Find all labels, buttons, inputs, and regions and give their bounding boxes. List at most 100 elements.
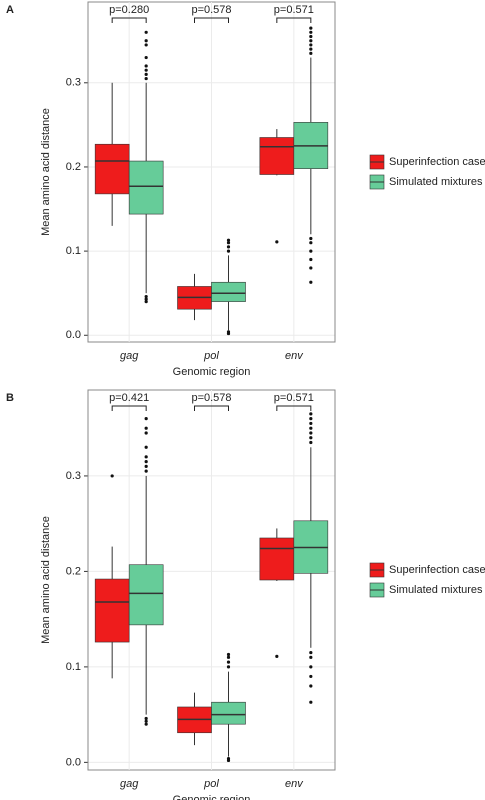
outlier	[144, 417, 148, 421]
outlier	[226, 238, 231, 242]
p-value: p=0.578	[191, 392, 231, 404]
outlier	[309, 249, 313, 253]
outlier	[309, 700, 313, 704]
p-value: p=0.421	[109, 392, 149, 404]
outlier	[144, 722, 148, 726]
box	[94, 578, 130, 643]
legend-label: Simulated mixtures	[389, 584, 483, 596]
outlier	[309, 266, 313, 270]
outlier	[309, 43, 313, 47]
outlier	[226, 249, 231, 253]
outlier	[144, 460, 148, 464]
outlier	[226, 665, 231, 669]
y-axis-title: Mean amino acid distance	[40, 516, 52, 644]
box	[128, 160, 164, 215]
outlier	[144, 294, 148, 299]
outlier	[309, 431, 313, 435]
y-tick-label: 0.1	[66, 661, 81, 673]
x-tick-label: env	[285, 350, 304, 362]
outlier	[110, 474, 114, 478]
y-tick-label: 0.1	[66, 245, 81, 257]
outlier	[309, 280, 313, 284]
p-value: p=0.578	[191, 4, 231, 16]
outlier	[144, 64, 148, 68]
outlier	[309, 440, 313, 445]
y-tick-label: 0.0	[66, 329, 81, 341]
outlier	[309, 684, 313, 688]
outlier	[144, 716, 148, 721]
outlier	[309, 30, 313, 34]
outlier	[144, 455, 148, 459]
outlier	[309, 26, 313, 30]
p-bracket	[194, 17, 229, 23]
outlier	[226, 758, 231, 763]
box	[211, 701, 246, 725]
outlier	[144, 39, 148, 43]
panel-label: B	[6, 392, 14, 404]
outlier	[144, 469, 148, 473]
y-tick-label: 0.2	[66, 565, 81, 577]
box	[211, 281, 246, 302]
box	[94, 143, 130, 195]
panel-label: A	[6, 4, 14, 16]
outlier	[144, 43, 148, 47]
y-tick-label: 0.3	[66, 77, 81, 89]
outlier	[144, 426, 148, 430]
x-axis-title: Genomic region	[173, 366, 251, 378]
outlier	[226, 241, 231, 245]
outlier	[144, 68, 148, 72]
y-tick-label: 0.2	[66, 161, 81, 173]
p-bracket	[276, 17, 312, 23]
x-tick-label: gag	[120, 350, 139, 362]
outlier	[144, 55, 148, 60]
outlier	[309, 236, 313, 241]
outlier	[144, 445, 148, 449]
p-value: p=0.571	[274, 392, 314, 404]
outlier	[226, 331, 231, 336]
box	[259, 537, 295, 581]
y-tick-label: 0.0	[66, 756, 81, 768]
x-tick-label: pol	[203, 350, 219, 362]
y-tick-label: 0.3	[66, 470, 81, 482]
outlier	[309, 665, 313, 669]
legend-label: Simulated mixtures	[389, 176, 483, 188]
outlier	[144, 30, 148, 34]
outlier	[144, 76, 148, 81]
outlier	[309, 34, 313, 39]
outlier	[309, 655, 313, 659]
outlier	[226, 245, 231, 249]
outlier	[309, 426, 313, 430]
box	[259, 137, 295, 175]
p-bracket	[276, 405, 312, 411]
outlier	[309, 674, 313, 679]
outlier	[309, 241, 313, 245]
outlier	[309, 436, 313, 440]
outlier	[309, 412, 313, 416]
p-bracket	[194, 405, 229, 411]
outlier	[309, 257, 313, 262]
x-tick-label: pol	[203, 778, 219, 790]
outlier	[226, 660, 231, 664]
legend-label: Superinfection cases	[389, 564, 485, 576]
outlier	[226, 652, 231, 657]
outlier	[309, 51, 313, 55]
outlier	[309, 417, 313, 421]
p-bracket	[111, 17, 147, 23]
x-tick-label: env	[285, 778, 304, 790]
outlier	[226, 655, 231, 659]
p-value: p=0.280	[109, 4, 149, 16]
outlier	[144, 72, 148, 76]
legend-label: Superinfection cases	[389, 156, 485, 168]
outlier	[144, 300, 148, 304]
x-tick-label: gag	[120, 778, 139, 790]
outlier	[309, 47, 313, 51]
outlier	[144, 431, 148, 435]
outlier	[309, 39, 313, 43]
outlier	[275, 240, 279, 244]
outlier	[275, 654, 279, 658]
outlier	[144, 297, 148, 301]
box	[128, 564, 164, 626]
outlier	[144, 719, 148, 723]
y-axis-title: Mean amino acid distance	[40, 108, 52, 236]
